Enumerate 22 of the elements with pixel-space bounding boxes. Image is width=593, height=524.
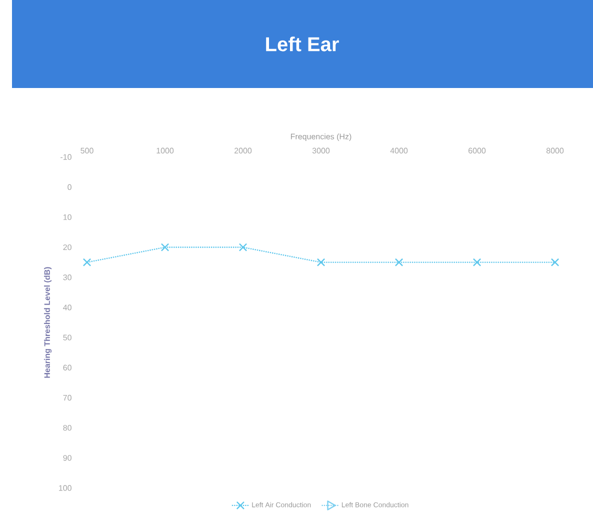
y-tick-label: 10	[63, 214, 72, 220]
y-tick-label: 70	[63, 394, 72, 401]
y-tick-label: 40	[63, 304, 72, 310]
x-tick-label: 1000	[156, 148, 174, 154]
y-tick-label: 100	[59, 485, 72, 491]
x-tick-label: 3000	[312, 148, 330, 154]
y-tick-label: 50	[63, 334, 72, 340]
y-tick-label: 30	[63, 274, 72, 280]
y-tick-label: 0	[68, 184, 72, 190]
x-tick-label: 500	[80, 148, 94, 154]
x-tick-label: 6000	[468, 148, 486, 154]
chart-title: Left Ear	[266, 36, 339, 52]
x-tick-label: 8000	[546, 148, 564, 154]
y-tick-label: 20	[63, 244, 72, 250]
x-tick-label: 2000	[234, 148, 252, 154]
x-tick-label: 4000	[390, 148, 408, 154]
x-axis-title: Frequencies (Hz)	[290, 133, 352, 141]
y-tick-label: 90	[63, 455, 72, 461]
y-tick-label: 60	[63, 364, 72, 370]
y-axis-title: Hearing Threshold Level (dB)	[44, 267, 52, 378]
y-tick-label: 80	[63, 424, 72, 431]
y-tick-label: -10	[60, 154, 72, 160]
